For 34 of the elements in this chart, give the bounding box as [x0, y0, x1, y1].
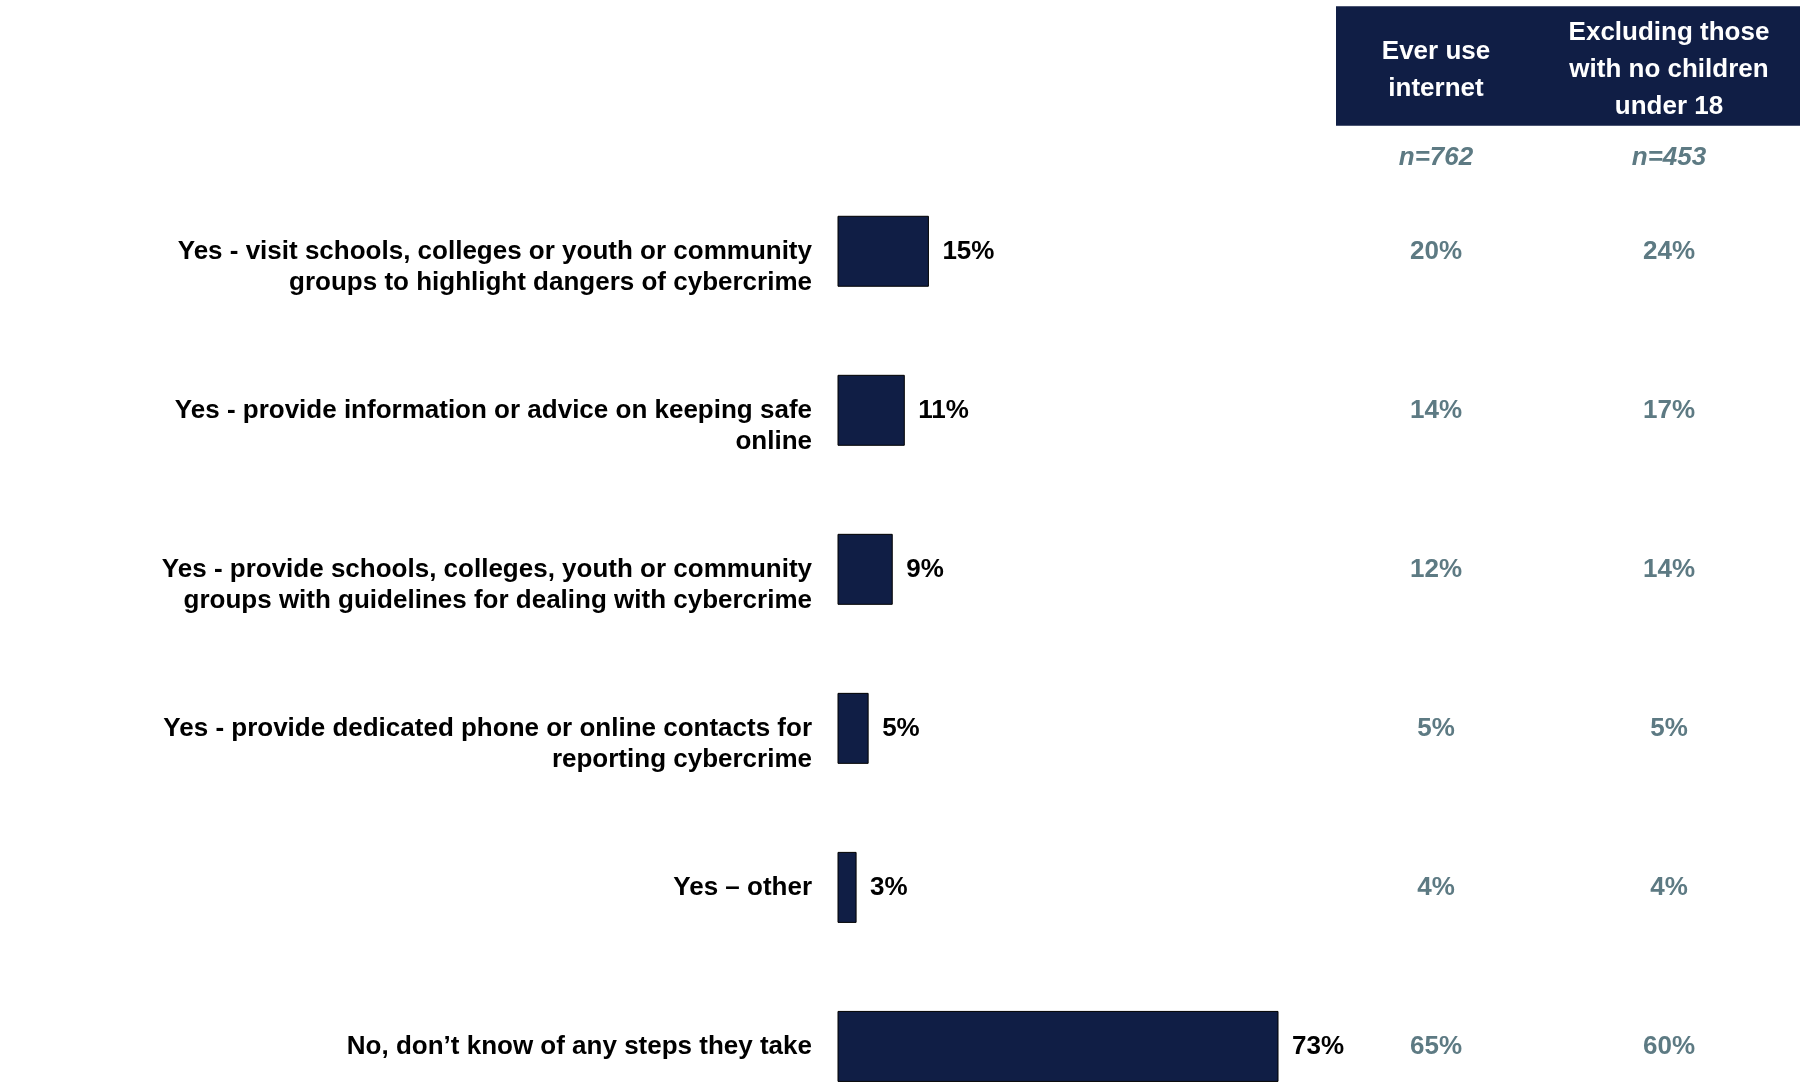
data-label: 11% — [918, 394, 969, 425]
y-tick-label: Yes - provide information or advice on keeping safe online — [174, 394, 812, 456]
bar — [837, 533, 893, 605]
text: 4% — [1417, 871, 1455, 902]
text: 17% — [1642, 394, 1696, 425]
y-tick-label: Yes - provide dedicated phone or online contacts for reporting cybercrime — [163, 712, 812, 774]
bar — [837, 374, 905, 446]
text: 4% — [1650, 871, 1688, 902]
y-tick-label: Yes - visit schools, colleges or youth or community groups to highlight dangers of cybercrime — [177, 235, 813, 297]
bar — [837, 215, 929, 287]
text: 12% — [1409, 553, 1463, 584]
bar — [837, 1010, 1279, 1082]
text: 5% — [1417, 712, 1455, 743]
category-label: Ever use internet — [1381, 34, 1491, 102]
text: 14% — [1642, 553, 1696, 584]
data-label: 9% — [906, 553, 944, 584]
y-tick-label: No, don’t know of any steps they take — [346, 1030, 812, 1061]
data-label: 15% — [942, 235, 995, 266]
text: 20% — [1409, 235, 1463, 266]
y-tick-label: Yes – other — [673, 871, 812, 902]
data-label: 73% — [1292, 1030, 1345, 1061]
text: 14% — [1409, 394, 1463, 425]
text: n=453 — [1631, 141, 1707, 172]
text: 24% — [1642, 235, 1696, 266]
data-label: 5% — [882, 712, 920, 743]
bar — [837, 851, 857, 923]
text: 65% — [1409, 1030, 1463, 1061]
text: n=762 — [1398, 141, 1474, 172]
text: 5% — [1650, 712, 1688, 743]
category-label: Excluding those with no children under 18 — [1568, 16, 1770, 121]
y-tick-label: Yes - provide schools, colleges, youth or community groups with guidelines for dealing with cybercrime — [161, 553, 813, 615]
text: 60% — [1642, 1030, 1696, 1061]
bar — [837, 692, 869, 764]
data-label: 3% — [870, 871, 908, 902]
